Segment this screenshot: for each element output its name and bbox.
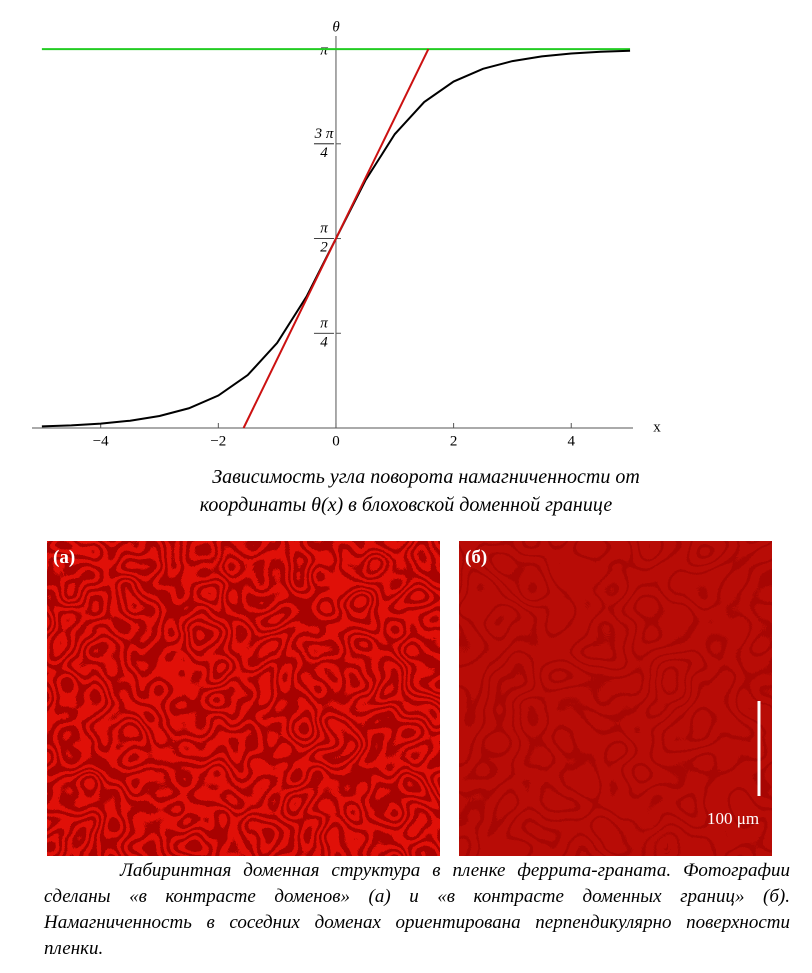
figure-caption: Лабиринтная доменная структура в пленке … [44, 860, 790, 959]
caption-line: координаты θ(x) в блоховской доменной гр… [199, 494, 613, 516]
x-tick-label: 0 [332, 433, 340, 449]
series-line [242, 48, 430, 429]
x-axis-label: x [653, 419, 661, 435]
x-tick-label: −4 [93, 433, 109, 449]
y-tick-label: π [320, 43, 328, 59]
panel-label: (б) [465, 547, 488, 568]
chart: θ x −4 −2 0 2 4 π 4 π 2 3 π 4 π [32, 19, 661, 449]
panel-label: (а) [53, 547, 76, 568]
figure-caption: Зависимость угла поворота намагниченност… [0, 463, 812, 519]
photo-domains: (а) [47, 541, 440, 856]
photo-walls: (б) 100 μm [459, 541, 772, 856]
caption-line: Зависимость угла поворота намагниченност… [212, 466, 640, 488]
x-tick-label: −2 [210, 433, 226, 449]
y-axis-label: θ [332, 19, 340, 35]
photo-image [47, 541, 440, 856]
photo-image [459, 541, 772, 856]
scale-bar-label: 100 μm [707, 809, 760, 828]
x-tick-label: 4 [567, 433, 575, 449]
x-tick-label: 2 [450, 433, 458, 449]
